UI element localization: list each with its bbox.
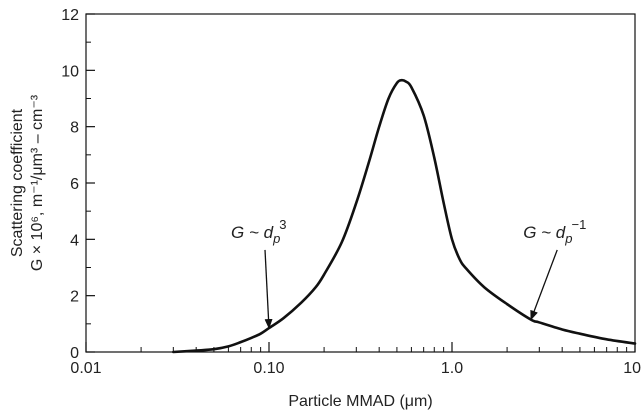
y-axis-label-line2: G × 10⁶, m⁻¹/μm³ – cm⁻³ — [29, 94, 46, 271]
y-tick-label: 12 — [61, 7, 79, 24]
y-axis-ticks: 0 2 4 6 8 10 12 — [61, 7, 95, 362]
x-axis-ticks: 0.01 0.10 1.0 10 — [70, 342, 641, 377]
plot-frame — [85, 13, 636, 353]
x-tick-label: 10 — [623, 360, 641, 377]
y-tick-label: 6 — [70, 176, 79, 193]
y-axis-label: Scattering coefficient G × 10⁶, m⁻¹/μm³ … — [9, 94, 46, 271]
x-tick-label: 0.10 — [253, 360, 284, 377]
annotation-arrow-1 — [264, 249, 273, 330]
y-tick-label: 4 — [70, 232, 79, 249]
scattering-curve — [172, 78, 637, 354]
annotation-label-2: G ~ dp−1 — [523, 217, 586, 246]
x-axis-label: Particle MMAD (μm) — [288, 393, 432, 410]
y-axis-label-line1: Scattering coefficient — [9, 108, 26, 257]
y-tick-label: 0 — [70, 345, 79, 362]
y-tick-label: 10 — [61, 63, 79, 80]
x-tick-label: 1.0 — [441, 360, 463, 377]
annotations: G ~ dp3 G ~ dp−1 — [231, 217, 586, 330]
y-tick-label: 8 — [70, 120, 79, 137]
y-tick-label: 2 — [70, 289, 79, 306]
x-tick-label: 0.01 — [70, 360, 101, 377]
annotation-arrow-2 — [530, 249, 558, 321]
annotation-label-1: G ~ dp3 — [231, 217, 287, 246]
